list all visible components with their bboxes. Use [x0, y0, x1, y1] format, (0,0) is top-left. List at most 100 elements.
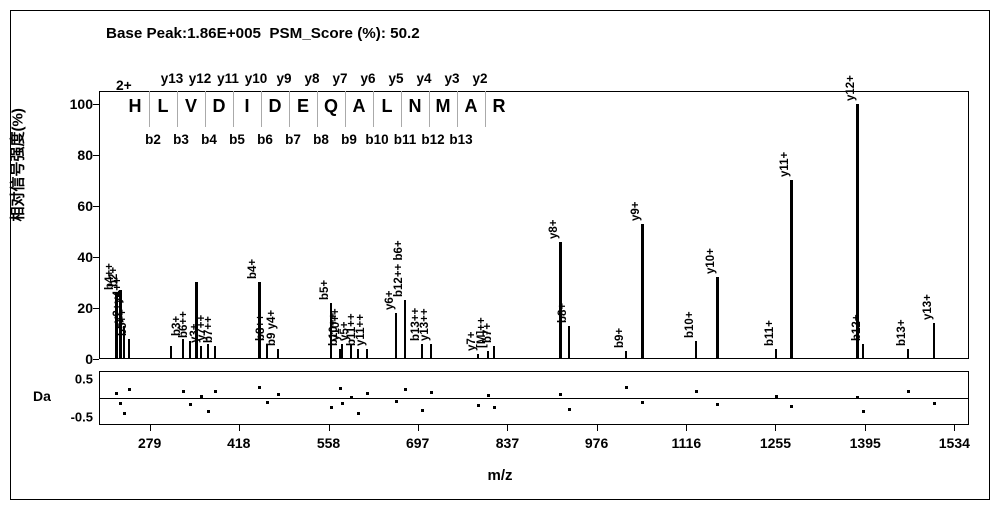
residual-point [330, 406, 333, 409]
y-axis-label: 相对信号强度(%) [7, 108, 28, 221]
spectrum-peak [716, 277, 719, 359]
residual-point [775, 395, 778, 398]
residual-point [790, 405, 793, 408]
y-ion-row: y13y12y11y10y9y8y7y6y5y4y3y2 [158, 71, 494, 86]
residual-point [404, 388, 407, 391]
y-tick-label: 100 [67, 96, 93, 112]
spectrum-peak [568, 326, 570, 359]
residual-tick-label: -0.5 [67, 410, 93, 425]
spectrum-peak [341, 344, 343, 359]
spectrum-peak [366, 349, 368, 359]
spectrum-peak [933, 323, 935, 359]
y-ion-label: y12 [186, 71, 214, 86]
y-tick-mark [93, 104, 99, 105]
y-tick-mark [93, 257, 99, 258]
residual-point [477, 404, 480, 407]
residual-point [128, 388, 131, 391]
y-tick-label: 40 [67, 249, 93, 265]
peak-label: b5+ [319, 280, 331, 300]
psm-label: PSM_Score (%): [269, 25, 385, 42]
residual-point [214, 390, 217, 393]
residual-point [115, 392, 118, 395]
residual-point [430, 391, 433, 394]
da-axis-label: Da [33, 388, 51, 404]
x-tick-mark [954, 425, 955, 431]
residual-point [625, 386, 628, 389]
spectrum-peak [214, 346, 216, 359]
residual-point [716, 403, 719, 406]
fragment-divider [345, 91, 346, 127]
peak-label: b12++ b6+ [393, 241, 405, 298]
residual-point [862, 410, 865, 413]
spectrum-peak [775, 349, 777, 359]
residual-point [493, 406, 496, 409]
peak-label: y10+ [705, 248, 717, 274]
base-peak-value: 1.86E+005 [187, 25, 261, 42]
residual-point [119, 402, 122, 405]
spectrum-peak [421, 344, 423, 359]
fragment-divider [317, 91, 318, 127]
spectrum-peak [277, 349, 279, 359]
x-tick-mark [239, 425, 240, 431]
x-axis-label: m/z [487, 467, 512, 484]
peak-label: b9+ [614, 328, 626, 348]
residual-point [421, 409, 424, 412]
residual-point [568, 408, 571, 411]
x-tick-mark [686, 425, 687, 431]
residual-point [339, 387, 342, 390]
y-tick-mark [93, 359, 99, 360]
peak-label: b4+ [247, 259, 259, 279]
y-ion-label: y5 [382, 71, 410, 86]
spectrum-peak [182, 339, 184, 359]
y-ion-label: y13 [158, 71, 186, 86]
y-tick-label: 20 [67, 300, 93, 316]
psm-value: 50.2 [390, 25, 420, 42]
peak-label: b9 y4+ [266, 310, 278, 346]
peak-label: b8++ [255, 314, 267, 341]
fragment-divider [401, 91, 402, 127]
y-tick-mark [93, 206, 99, 207]
y-tick-label: 60 [67, 198, 93, 214]
spectrum-peak [200, 346, 202, 359]
x-tick-label: 1395 [850, 435, 881, 451]
x-tick-mark [329, 425, 330, 431]
peak-label: y11+ [779, 152, 791, 177]
residual-area [99, 371, 969, 425]
residual-point [366, 392, 369, 395]
fragment-divider [457, 91, 458, 127]
residual-point [182, 390, 185, 393]
spectrum-peak [430, 344, 432, 359]
base-peak-label: Base Peak: [106, 25, 187, 42]
fragment-divider [261, 91, 262, 127]
spectrum-peak [790, 180, 793, 359]
spectrum-peak [625, 351, 627, 359]
spectrum-peak [395, 313, 397, 359]
residual-point [395, 400, 398, 403]
spectrum-area: b4++b2+y2+y4++b5++b3+b6++y3+y7++b7++b4+b… [99, 91, 969, 359]
peak-label: y9+ [630, 201, 642, 221]
residual-point [559, 393, 562, 396]
x-tick-label: 837 [496, 435, 519, 451]
residual-point [933, 402, 936, 405]
x-tick-mark [597, 425, 598, 431]
fragment-divider [149, 91, 150, 127]
x-tick-label: 558 [317, 435, 340, 451]
fragment-divider [429, 91, 430, 127]
spectrum-peak [907, 349, 909, 359]
fragment-divider [373, 91, 374, 127]
y-tick-mark [93, 308, 99, 309]
y-ion-label: y7 [326, 71, 354, 86]
spectrum-peak [477, 354, 479, 359]
fragment-divider [177, 91, 178, 127]
y-ion-label: y2 [466, 71, 494, 86]
y-ion-label: y8 [298, 71, 326, 86]
residual-point [123, 412, 126, 415]
peak-label: b11+ [764, 320, 776, 346]
x-tick-label: 1255 [760, 435, 791, 451]
y-ion-label: y9 [270, 71, 298, 86]
y-ion-label: y11 [214, 71, 242, 86]
peak-label: y13++ [419, 308, 431, 341]
y-tick-mark [93, 155, 99, 156]
residual-point [487, 394, 490, 397]
fragment-divider [485, 91, 486, 127]
